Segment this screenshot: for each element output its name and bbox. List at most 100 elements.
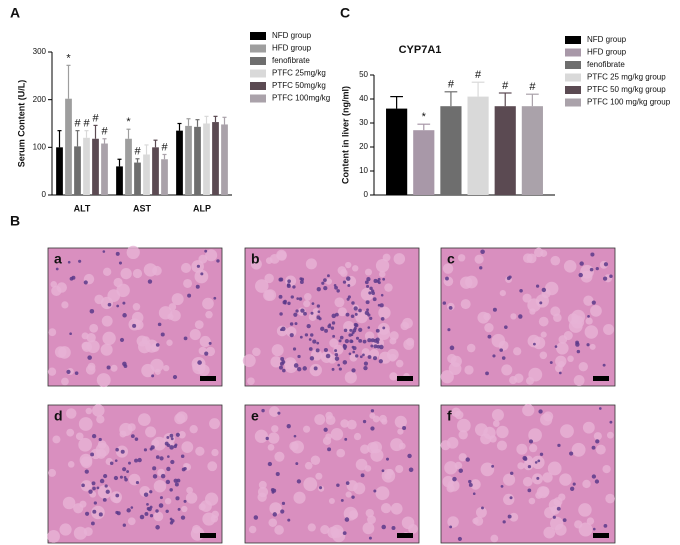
bar — [386, 108, 408, 195]
cell — [78, 437, 93, 452]
nucleus — [69, 276, 74, 281]
nucleus — [289, 322, 294, 326]
cell — [189, 329, 201, 341]
panel-label: B — [10, 213, 20, 229]
cell — [325, 415, 336, 426]
nucleus — [360, 473, 365, 478]
y-tick-label: 0 — [42, 190, 47, 199]
cell — [496, 425, 509, 439]
error-bar — [135, 158, 140, 163]
histology-image: b — [242, 247, 420, 387]
cell — [560, 424, 574, 439]
cell — [365, 508, 374, 518]
cell — [153, 479, 167, 493]
cell — [73, 526, 87, 540]
cell — [559, 473, 572, 486]
cell — [496, 440, 508, 451]
nucleus — [88, 489, 93, 494]
nucleus — [84, 511, 90, 516]
nucleus — [155, 525, 160, 530]
nucleus — [368, 536, 372, 540]
cell — [378, 306, 391, 319]
cell — [119, 422, 133, 437]
cell — [207, 461, 218, 472]
cell — [458, 453, 467, 462]
nucleus — [292, 285, 296, 289]
cell — [248, 525, 257, 534]
nucleus — [330, 326, 335, 330]
cell — [205, 249, 218, 262]
cell — [568, 319, 583, 333]
cell — [503, 493, 515, 506]
nucleus — [598, 407, 602, 410]
cell — [389, 372, 398, 381]
cell — [390, 438, 404, 452]
nucleus — [208, 341, 212, 345]
nucleus — [377, 277, 381, 281]
cell — [181, 441, 194, 454]
cell — [377, 327, 391, 340]
bar — [125, 138, 132, 195]
cell — [263, 289, 275, 301]
legend-label: NFD group — [587, 35, 627, 44]
nucleus — [158, 503, 164, 508]
nucleus — [89, 308, 95, 314]
cell — [483, 312, 491, 321]
cell — [550, 516, 564, 531]
nucleus — [538, 409, 543, 414]
nucleus — [325, 353, 331, 359]
nucleus — [507, 514, 512, 519]
cell — [315, 472, 323, 480]
nucleus — [562, 518, 567, 523]
cell — [542, 472, 553, 483]
cell — [86, 340, 100, 354]
nucleus — [344, 517, 350, 522]
nucleus — [353, 322, 358, 327]
cell — [303, 477, 318, 492]
cell — [257, 492, 267, 502]
nucleus — [534, 461, 538, 464]
nucleus — [293, 363, 299, 368]
cell — [110, 364, 118, 372]
cell — [80, 480, 93, 492]
cell — [345, 261, 352, 269]
cell — [151, 439, 160, 448]
nucleus — [523, 456, 528, 461]
nucleus — [122, 523, 126, 527]
nucleus — [346, 297, 350, 301]
nucleus — [311, 302, 315, 305]
nucleus — [69, 332, 72, 336]
nucleus — [594, 479, 600, 484]
nucleus — [479, 266, 483, 270]
nucleus — [115, 447, 119, 452]
cell — [606, 431, 614, 439]
cell — [593, 432, 602, 441]
nucleus — [363, 365, 368, 371]
nucleus — [508, 275, 512, 279]
bar — [74, 146, 81, 195]
nucleus — [541, 287, 547, 293]
cell — [446, 437, 459, 449]
bar — [212, 122, 219, 195]
cell — [375, 486, 390, 501]
nucleus — [55, 267, 59, 271]
nucleus — [149, 514, 154, 518]
nucleus — [119, 337, 125, 343]
cell — [464, 365, 474, 375]
y-tick-label: 300 — [33, 47, 47, 56]
nucleus — [449, 345, 455, 351]
cell — [330, 427, 344, 441]
nucleus — [170, 459, 175, 465]
nucleus — [265, 436, 269, 441]
cell — [80, 456, 93, 469]
cell — [474, 254, 484, 264]
nucleus — [373, 344, 378, 349]
nucleus — [286, 283, 291, 287]
nucleus — [378, 359, 383, 364]
cell — [314, 414, 326, 425]
cell — [328, 497, 335, 505]
cell — [589, 343, 596, 350]
error-bar — [162, 153, 167, 160]
cell — [480, 433, 492, 445]
nucleus — [501, 356, 506, 360]
